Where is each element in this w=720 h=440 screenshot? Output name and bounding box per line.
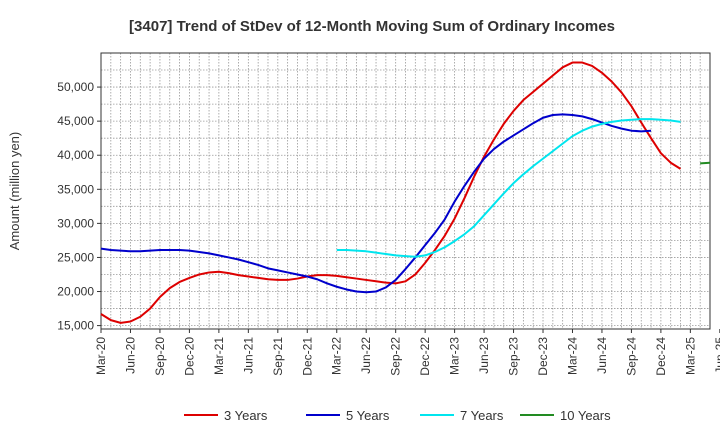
x-tick-label: Dec-23 — [536, 337, 550, 376]
x-tick-label: Mar-23 — [448, 337, 462, 375]
grid — [100, 53, 711, 329]
x-tick-label: Dec-22 — [418, 337, 432, 376]
series-layer — [100, 61, 711, 324]
x-tick-label: Dec-20 — [182, 337, 196, 376]
y-axis-label: Amount (million yen) — [7, 132, 22, 251]
x-tick-label: Jun-22 — [359, 337, 373, 374]
x-axis-ticks: Mar-20 Jun-20 Sep-20 Dec-20 Mar-21 Jun-21 Sep-… — [94, 329, 720, 376]
y-tick-label: 25,000 — [57, 250, 94, 264]
y-tick-label: 40,000 — [57, 148, 94, 162]
y-tick-label: 35,000 — [57, 182, 94, 196]
series-line-10-years — [700, 161, 711, 165]
x-tick-label: Jun-24 — [595, 337, 609, 374]
x-tick-label: Jun-23 — [477, 337, 491, 374]
plot-area — [100, 52, 711, 330]
x-tick-label: Mar-21 — [212, 337, 226, 375]
x-tick-label: Mar-25 — [683, 337, 697, 375]
series-line-7-years — [336, 118, 681, 258]
y-tick-label: 20,000 — [57, 285, 94, 299]
x-tick-label: Sep-20 — [153, 337, 167, 376]
y-axis-ticks: 15,000 20,000 25,000 30,000 35,000 40,000 45,0… — [57, 80, 101, 333]
legend-label: 10 Years — [560, 408, 611, 423]
legend-label: 3 Years — [224, 408, 268, 423]
x-tick-label: Mar-22 — [330, 337, 344, 375]
x-tick-label: Sep-21 — [271, 337, 285, 376]
y-tick-label: 15,000 — [57, 319, 94, 333]
x-tick-label: Sep-22 — [389, 337, 403, 376]
x-tick-label: Jun-25 — [713, 337, 720, 374]
x-tick-label: Dec-24 — [654, 337, 668, 376]
legend-label: 7 Years — [460, 408, 504, 423]
x-tick-label: Mar-24 — [565, 337, 579, 375]
x-tick-label: Mar-20 — [94, 337, 108, 375]
y-tick-label: 45,000 — [57, 114, 94, 128]
y-tick-label: 30,000 — [57, 216, 94, 230]
x-tick-label: Dec-21 — [300, 337, 314, 376]
series-line-5-years — [100, 113, 652, 294]
x-tick-label: Sep-23 — [507, 337, 521, 376]
x-tick-label: Jun-20 — [123, 337, 137, 374]
x-tick-label: Sep-24 — [624, 337, 638, 376]
chart-title: [3407] Trend of StDev of 12-Month Moving… — [129, 18, 615, 35]
x-tick-label: Jun-21 — [241, 337, 255, 374]
legend: 3 Years 5 Years 7 Years 10 Years — [184, 408, 611, 423]
legend-label: 5 Years — [346, 408, 390, 423]
y-tick-label: 50,000 — [57, 80, 94, 94]
